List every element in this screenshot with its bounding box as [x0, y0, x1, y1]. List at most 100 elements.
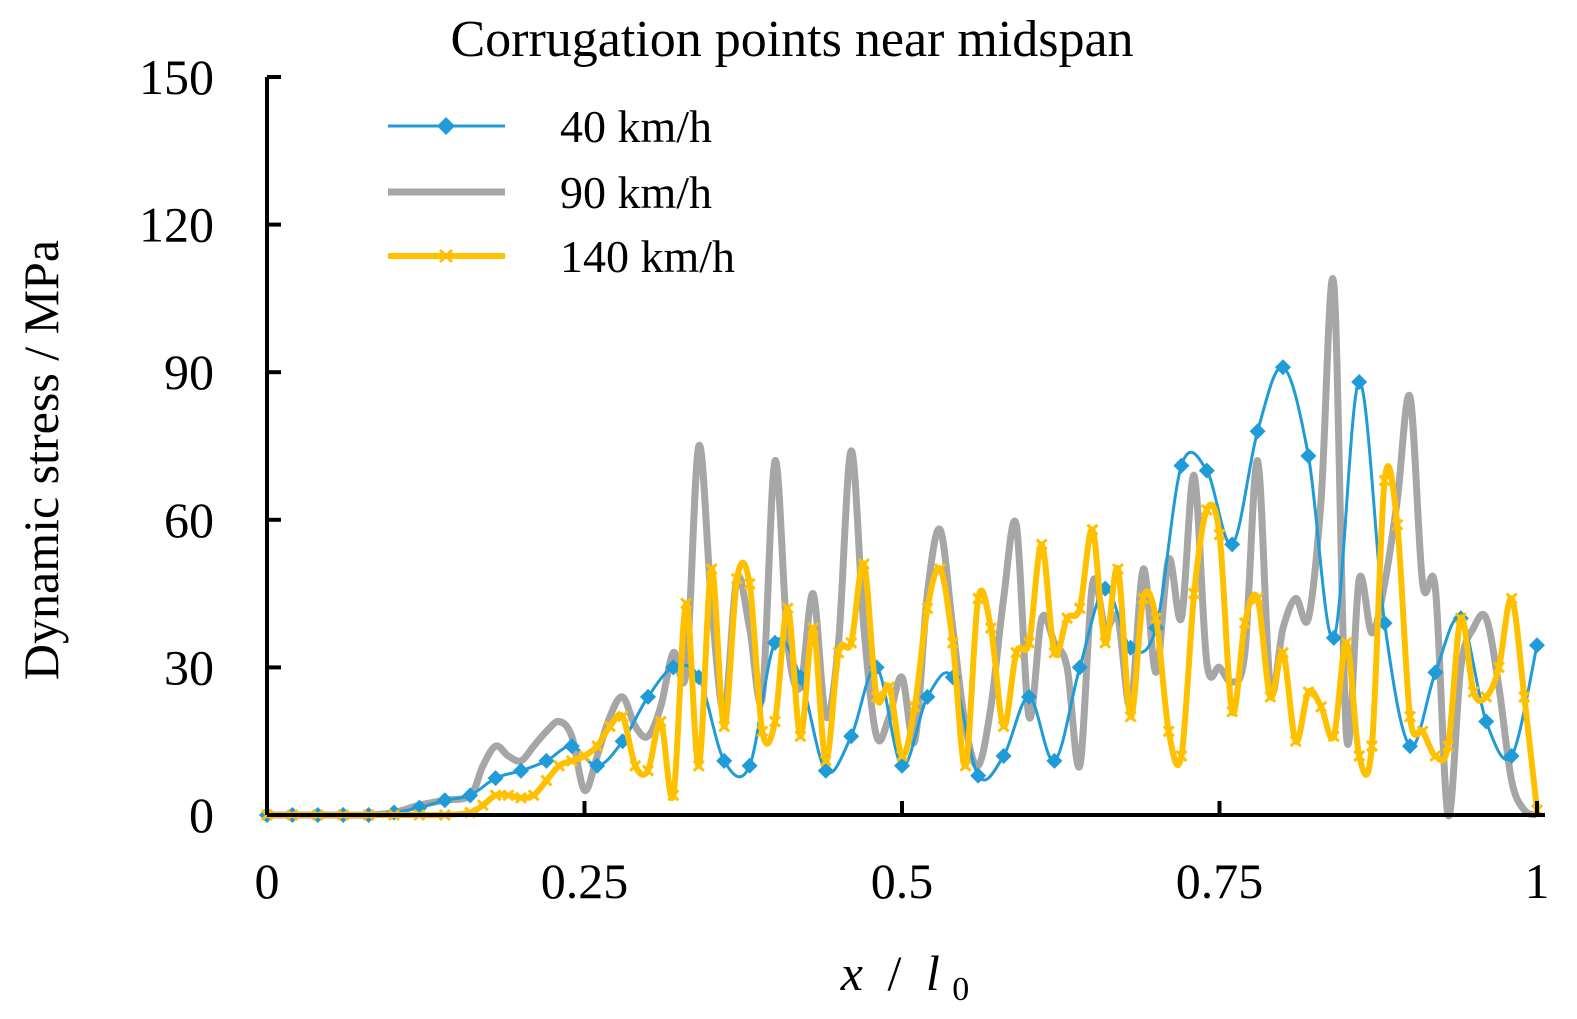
data-point [1226, 705, 1239, 718]
data-point [857, 558, 870, 571]
y-tick-label: 60 [164, 492, 214, 548]
x-ticks: 0 0.25 0.5 0.75 1 [255, 801, 1550, 909]
data-point [1391, 518, 1404, 531]
data-point [807, 621, 820, 635]
data-point [513, 762, 529, 779]
data-point [1529, 637, 1545, 654]
data-point [743, 577, 756, 590]
data-point [1427, 664, 1444, 681]
data-point [565, 754, 578, 767]
data-point [819, 754, 832, 767]
data-point [1275, 359, 1291, 376]
data-point [680, 597, 693, 610]
data-point [1213, 528, 1226, 541]
data-point [1162, 725, 1175, 738]
data-point [997, 720, 1010, 733]
y-axis-label: Dynamic stress / MPa [13, 240, 69, 680]
data-point [1325, 629, 1342, 646]
data-point [665, 659, 682, 676]
x-axis-label-sep: / [887, 945, 901, 1001]
data-point [1480, 690, 1493, 703]
data-point [1099, 636, 1112, 649]
data-point [1300, 447, 1317, 464]
data-point [667, 789, 680, 802]
x-axis-label-var-l: l [926, 945, 940, 1001]
data-point [1518, 690, 1531, 703]
data-point [781, 602, 794, 615]
legend-item: 140 km/h [388, 231, 735, 282]
plot-area: 0 30 60 90 120 150 0 0.25 0.5 0.75 1 [139, 49, 1550, 909]
data-point [970, 767, 987, 784]
y-tick-label: 150 [139, 49, 214, 105]
legend-marker [437, 117, 455, 135]
x-tick-label: 0.75 [1176, 853, 1264, 909]
data-point [768, 715, 782, 728]
data-point [1071, 659, 1088, 676]
x-axis-label: x / l 0 [840, 945, 970, 1008]
data-point [1505, 592, 1518, 605]
x-tick-label: 0 [255, 853, 280, 909]
data-point [908, 700, 921, 713]
data-point [832, 646, 845, 659]
legend-item: 40 km/h [388, 101, 712, 152]
series-140-km-h [260, 463, 1544, 822]
data-point [1249, 423, 1266, 440]
data-point [1264, 690, 1277, 703]
x-axis-label-subscript: 0 [952, 971, 969, 1008]
data-point [919, 688, 936, 705]
data-point [1327, 730, 1340, 743]
data-point [1467, 685, 1480, 699]
data-point [741, 757, 758, 774]
data-point [1048, 646, 1061, 659]
x-tick-label: 0.5 [871, 853, 934, 909]
data-point [1351, 374, 1368, 391]
data-point [1276, 646, 1290, 659]
data-point [1111, 562, 1124, 576]
data-point [692, 759, 705, 772]
data-point [1175, 749, 1188, 763]
data-point [1353, 749, 1366, 763]
data-point [640, 688, 656, 705]
data-point [616, 710, 629, 723]
data-point [629, 759, 642, 772]
data-point [1315, 700, 1328, 713]
legend-label: 140 km/h [560, 231, 735, 282]
legend: 40 km/h 90 km/h 140 km/h [388, 101, 735, 282]
data-point [527, 789, 540, 802]
data-point [487, 770, 504, 787]
data-point [436, 792, 453, 809]
y-tick-label: 90 [164, 344, 214, 400]
data-point [921, 602, 934, 615]
data-point [1238, 617, 1251, 630]
data-point [641, 764, 655, 777]
data-point [984, 621, 997, 635]
data-point [1137, 592, 1150, 605]
data-point [1200, 503, 1213, 517]
data-point [563, 738, 580, 755]
data-point [972, 592, 985, 605]
series-layer [259, 275, 1545, 823]
data-point [718, 720, 731, 733]
data-point [1198, 462, 1215, 479]
data-point [514, 791, 528, 804]
data-point [540, 774, 553, 787]
y-ticks: 0 30 60 90 120 150 [139, 49, 281, 843]
data-point [756, 725, 769, 738]
data-point [462, 787, 479, 804]
data-point [1365, 740, 1378, 753]
data-point [489, 789, 502, 802]
data-point [1173, 457, 1190, 474]
series-line [267, 275, 1539, 820]
legend-item: 90 km/h [388, 167, 712, 218]
data-point [1149, 612, 1163, 625]
data-point [591, 740, 604, 753]
data-point [843, 728, 860, 745]
data-point [1454, 612, 1467, 625]
data-point [502, 789, 515, 802]
data-point [845, 636, 858, 649]
data-point [716, 752, 733, 769]
data-point [1402, 738, 1418, 755]
data-point [1289, 735, 1302, 748]
x-tick-label: 1 [1525, 853, 1550, 909]
